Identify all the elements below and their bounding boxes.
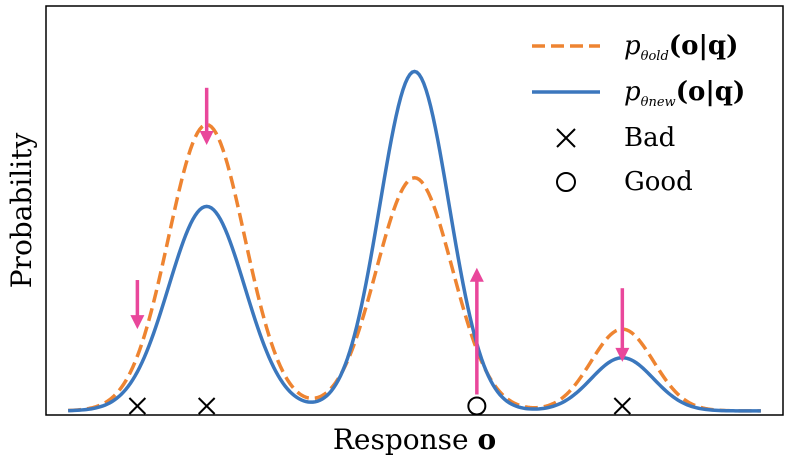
curves-layer [68, 69, 761, 413]
legend-label: Bad [624, 123, 675, 153]
markers-layer [128, 396, 632, 416]
bad-marker [128, 397, 147, 415]
shift-arrow-up [469, 267, 484, 395]
arrows-layer [130, 87, 630, 395]
series-line-old [68, 122, 761, 413]
legend-entry: pθold(o|q) [532, 31, 738, 64]
plot-frame [45, 5, 784, 416]
series-line-new [68, 69, 761, 413]
good-marker [467, 396, 487, 416]
bad-marker [197, 397, 216, 415]
legend-label: pθnew(o|q) [624, 77, 745, 110]
legend-label: Good [624, 167, 693, 197]
legend: pθold(o|q) pθnew(o|q) Bad Good [532, 31, 745, 197]
legend-label: pθold(o|q) [624, 31, 738, 64]
legend-entry: Good [556, 167, 693, 197]
shift-arrow-down [130, 280, 145, 330]
shift-arrow-down [615, 288, 630, 362]
bad-marker [613, 397, 632, 415]
x-axis-label: Response o [333, 423, 496, 456]
shift-arrow-down [199, 87, 214, 146]
legend-entry: pθnew(o|q) [532, 77, 745, 110]
legend-entry: Bad [556, 123, 675, 153]
y-axis-label: Probability [5, 133, 38, 289]
